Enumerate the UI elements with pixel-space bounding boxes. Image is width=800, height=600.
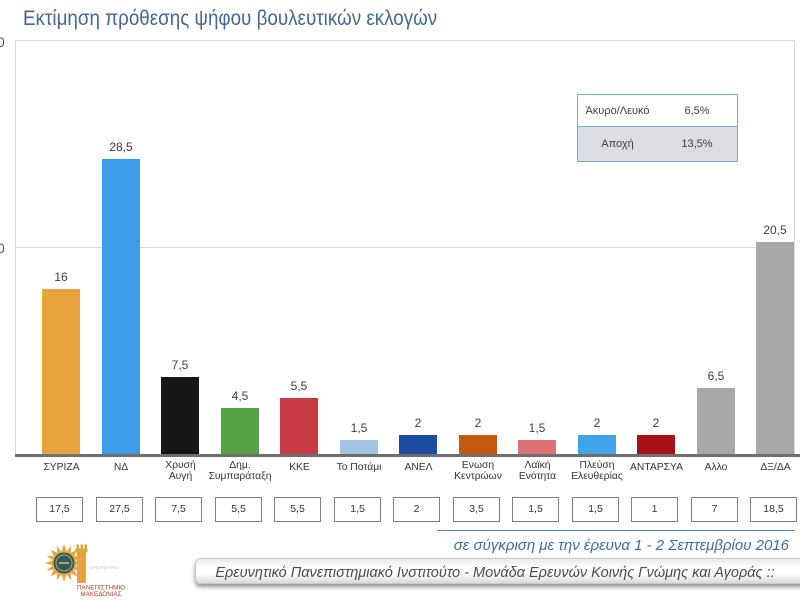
svg-text:ΕΡΕΥΝΗΤΙΚΟ: ΕΡΕΥΝΗΤΙΚΟ: [90, 565, 119, 570]
svg-text:ΠΑΝΕΠΙΣΤΗΜΙΟ: ΠΑΝΕΠΙΣΤΗΜΙΟ: [77, 585, 125, 592]
svg-text:ΜΑΚΕΔΟΝΙΑΣ: ΜΑΚΕΔΟΝΙΑΣ: [80, 591, 121, 598]
